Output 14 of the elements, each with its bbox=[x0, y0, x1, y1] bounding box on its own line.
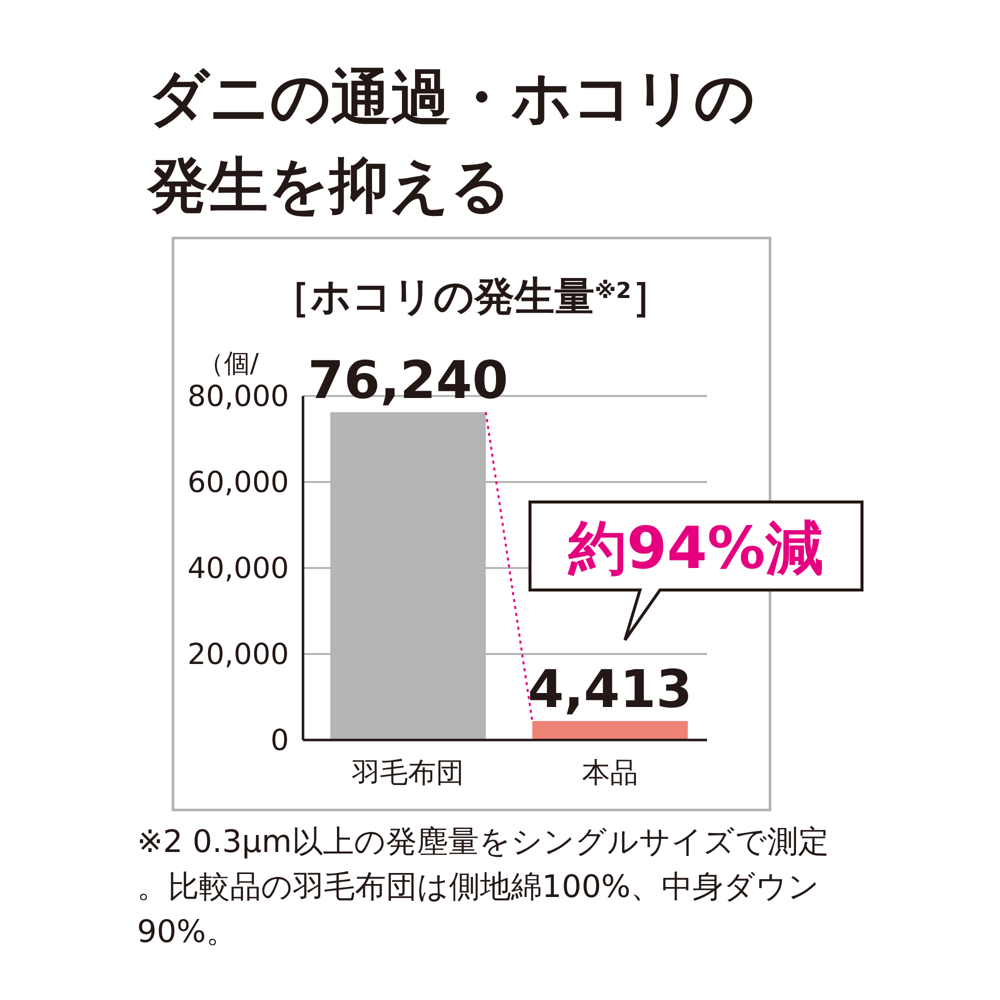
y-axis-title: （個/ bbox=[198, 349, 259, 379]
annotation: 約94%減 bbox=[568, 514, 824, 582]
y-tick-label: 0 bbox=[270, 723, 289, 757]
chart-subtitle: ［ホコリの発生量$^{※2}$］ bbox=[270, 274, 672, 320]
y-tick-label: 20,000 bbox=[188, 637, 289, 671]
data-label: 4,413 bbox=[528, 660, 692, 720]
y-tick-label: 80,000 bbox=[188, 379, 289, 413]
x-tick-label: 本品 bbox=[582, 756, 638, 789]
y-tick-label: 40,000 bbox=[188, 551, 289, 585]
y-tick-label: 60,000 bbox=[188, 465, 289, 499]
x-tick-label: 羽毛布団 bbox=[351, 756, 464, 789]
data-label: 76,240 bbox=[308, 351, 508, 412]
text: ※2 0.3μm以上の発塵量をシングルサイズで測定。比較品の羽毛布団は側地綿100%、中身ダウン90%。 bbox=[137, 824, 829, 950]
chart-title: ダニの通過・ホコリの発生を抑える bbox=[146, 63, 755, 221]
